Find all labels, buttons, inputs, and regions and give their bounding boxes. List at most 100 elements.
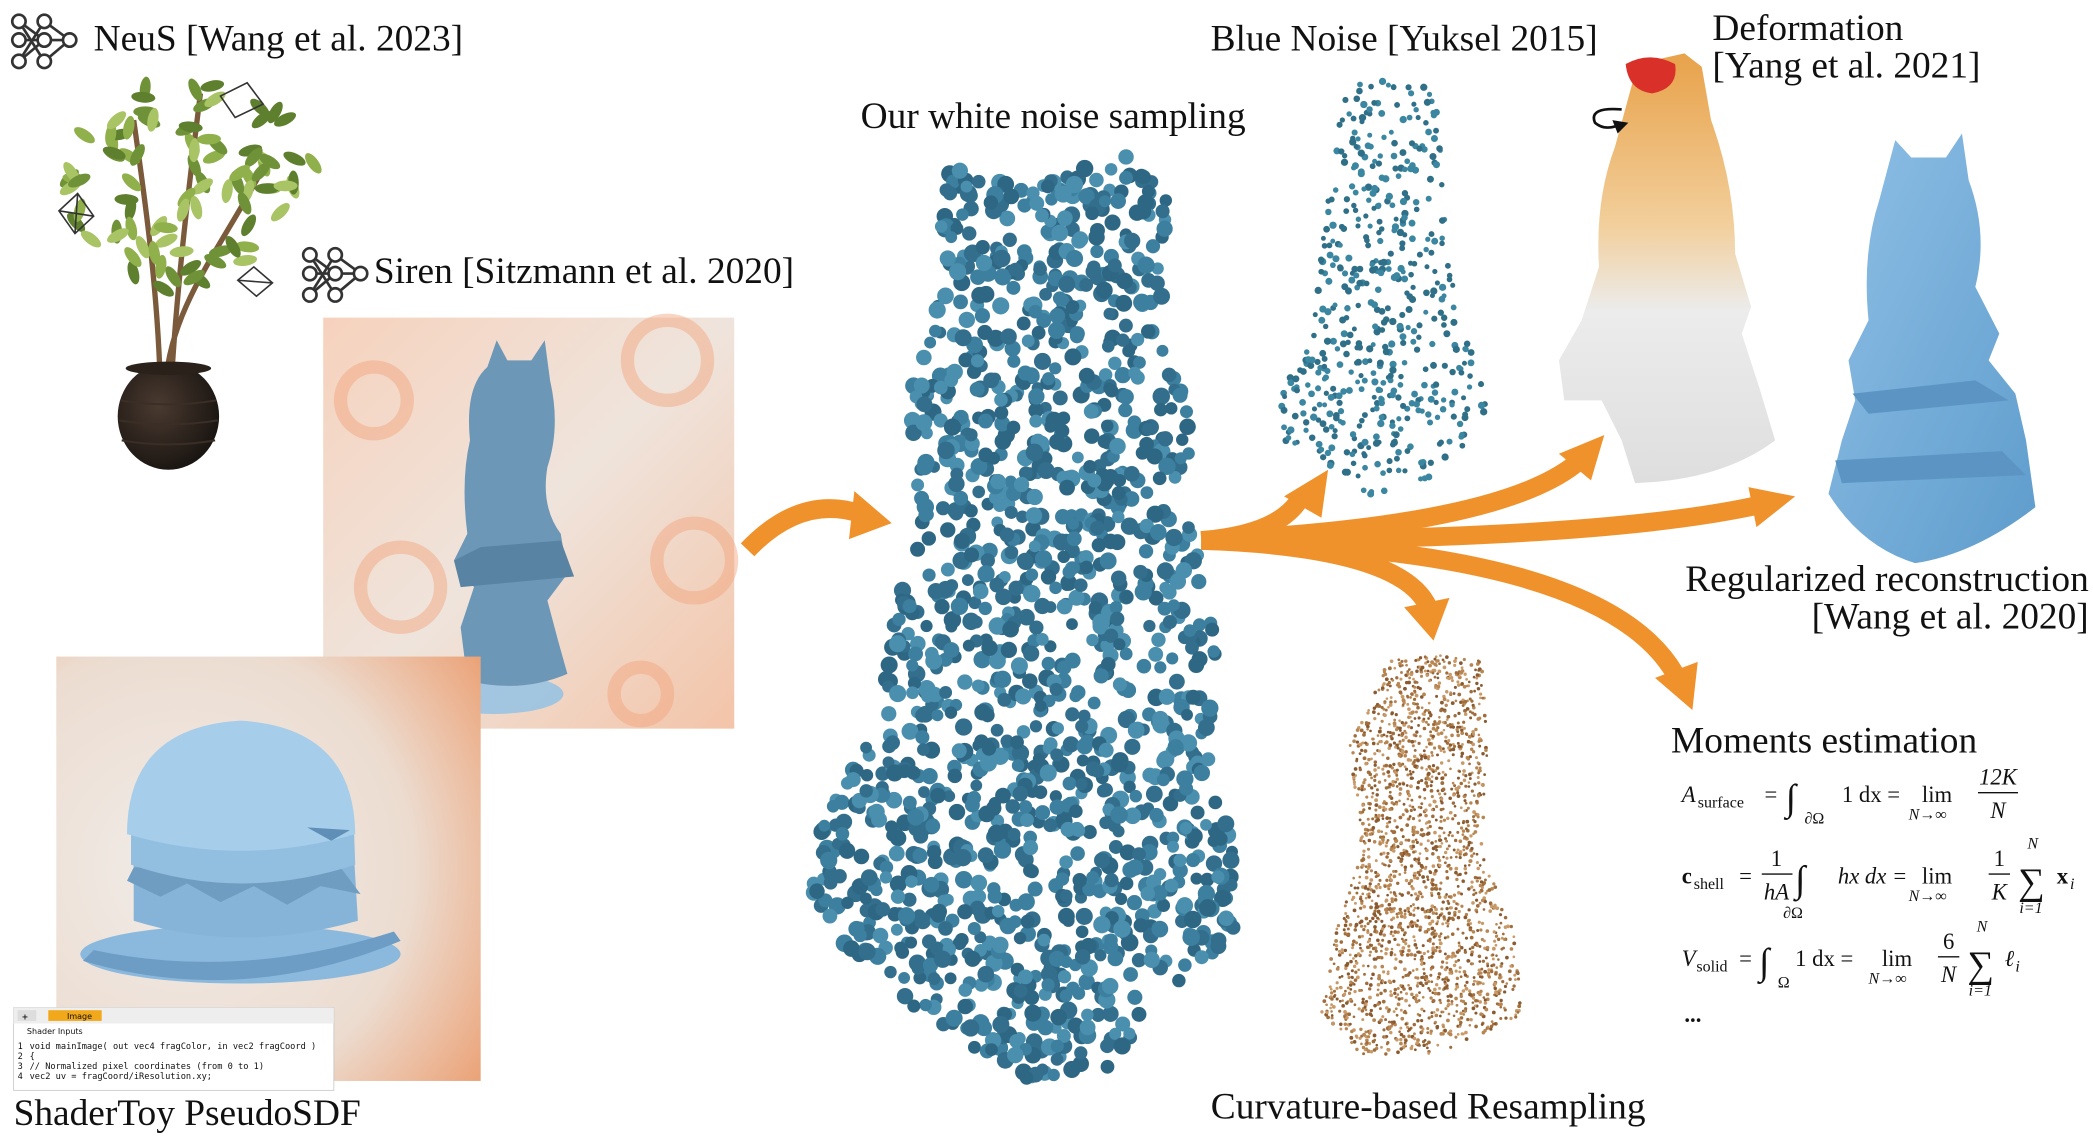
point: [1371, 916, 1375, 921]
point: [1022, 584, 1041, 603]
point: [1157, 431, 1174, 447]
point: [1424, 781, 1429, 785]
point: [1388, 743, 1393, 748]
point: [1318, 268, 1325, 275]
point: [1427, 915, 1431, 920]
point: [1378, 399, 1386, 407]
point: [1332, 994, 1336, 998]
point: [1422, 972, 1426, 975]
point: [1447, 844, 1451, 848]
point: [859, 892, 872, 905]
point: [1466, 739, 1471, 744]
point: [1081, 1008, 1094, 1022]
point: [1440, 907, 1444, 911]
eq-symbol: c: [1682, 863, 1692, 888]
point: [1421, 832, 1426, 837]
point: [1464, 871, 1468, 875]
point: [1292, 375, 1300, 383]
point: [1200, 818, 1212, 831]
point: [1351, 202, 1357, 209]
point: [1398, 1030, 1401, 1034]
point: [967, 1040, 981, 1054]
point: [1464, 986, 1469, 991]
point: [835, 826, 850, 841]
code-line-number: 3: [18, 1062, 23, 1072]
point: [1407, 881, 1412, 886]
point: [1465, 678, 1468, 681]
point: [1361, 821, 1365, 826]
point: [1351, 129, 1358, 136]
point: [988, 652, 1006, 670]
point: [1140, 486, 1154, 499]
point: [1483, 969, 1488, 974]
point: [1351, 946, 1354, 950]
point: [1131, 1006, 1147, 1022]
leaf: [188, 138, 200, 163]
point: [1371, 946, 1376, 951]
point: [1442, 1025, 1445, 1029]
point: [901, 722, 919, 740]
point: [1351, 265, 1359, 273]
point: [1396, 1050, 1400, 1055]
point: [1438, 1014, 1442, 1018]
point: [1400, 269, 1406, 275]
point: [1346, 927, 1350, 931]
point: [1401, 975, 1405, 979]
leaf: [153, 222, 178, 234]
point: [1380, 258, 1388, 266]
point: [999, 527, 1015, 543]
point: [1454, 671, 1459, 675]
point: [1358, 114, 1367, 122]
point: [1446, 995, 1450, 998]
point: [1004, 505, 1018, 519]
point: [1385, 697, 1389, 700]
point: [1462, 726, 1466, 730]
point: [1399, 1037, 1403, 1042]
point: [1007, 354, 1021, 368]
point: [1370, 370, 1377, 376]
point: [1373, 405, 1380, 412]
eq-sum-sup: N: [2026, 836, 2039, 853]
point: [1148, 646, 1164, 662]
eq-sum-sub: i=1: [1969, 983, 1992, 1000]
point: [1384, 708, 1388, 712]
point: [1431, 942, 1435, 946]
point: [1403, 909, 1407, 913]
point: [927, 972, 941, 986]
point: [1477, 716, 1482, 720]
point: [1441, 747, 1445, 751]
point: [1463, 795, 1467, 798]
point: [912, 847, 928, 864]
point: [1377, 942, 1381, 946]
point: [1388, 782, 1393, 787]
point: [1434, 655, 1438, 659]
point: [1459, 442, 1466, 449]
point: [1410, 338, 1417, 345]
point: [1463, 950, 1468, 954]
point: [1467, 373, 1473, 379]
point: [1471, 996, 1476, 1000]
point: [1104, 873, 1119, 888]
point: [1388, 906, 1392, 910]
eq-domain: ∂Ω: [1805, 810, 1825, 827]
point: [1483, 719, 1487, 724]
point: [1405, 823, 1410, 827]
point: [1457, 909, 1461, 914]
point: [1434, 728, 1439, 733]
moments-title: Moments estimation: [1671, 721, 1977, 762]
point: [1489, 1024, 1494, 1029]
point: [1433, 720, 1437, 724]
point: [1449, 994, 1453, 998]
leaf: [135, 236, 150, 259]
point: [1392, 874, 1397, 879]
point: [1472, 732, 1476, 736]
point: [1426, 1046, 1429, 1050]
point: [1387, 1020, 1391, 1024]
point: [1365, 945, 1370, 950]
neus-label: NeuS [Wang et al. 2023]: [94, 19, 463, 60]
point: [1431, 999, 1436, 1003]
point: [1049, 682, 1063, 696]
point: [1446, 272, 1453, 279]
point: [1151, 920, 1169, 938]
point: [953, 532, 971, 549]
